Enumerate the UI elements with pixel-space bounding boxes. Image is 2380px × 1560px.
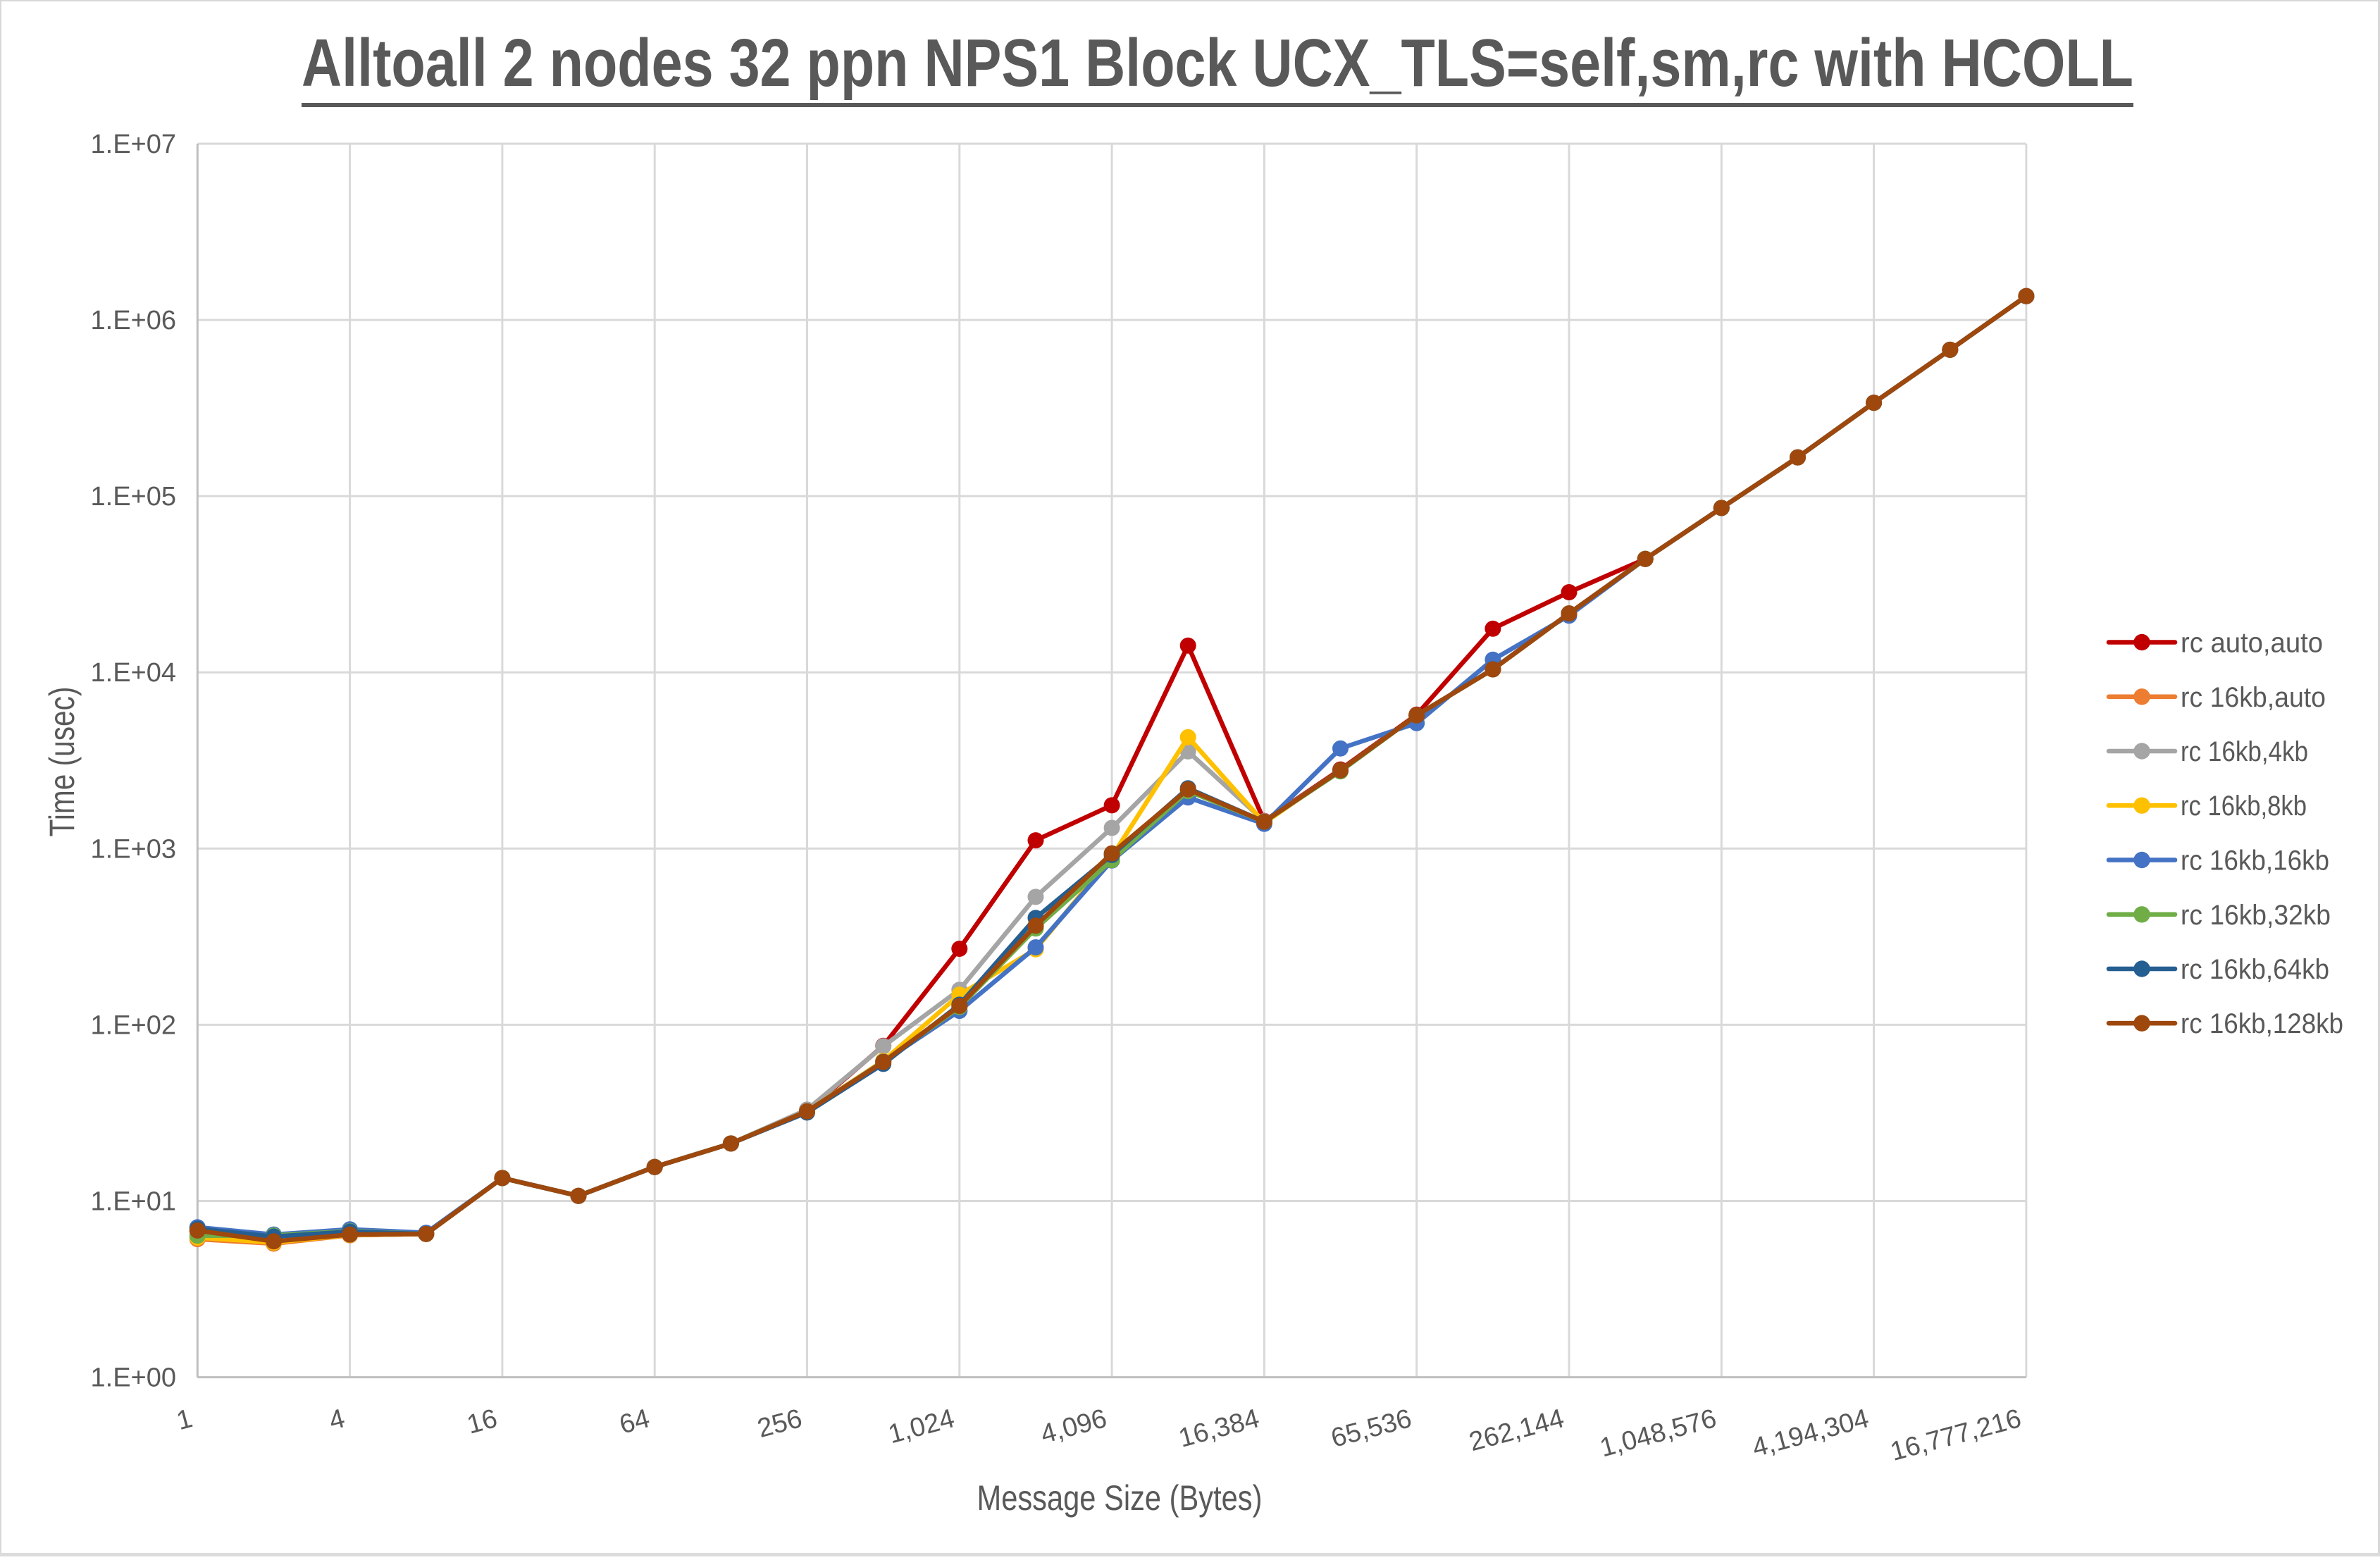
svg-text:rc 16kb,16kb: rc 16kb,16kb [2181,846,2329,877]
svg-text:Message Size (Bytes): Message Size (Bytes) [977,1478,1263,1518]
svg-text:1.E+00: 1.E+00 [91,1363,177,1393]
svg-text:rc 16kb,128kb: rc 16kb,128kb [2181,1008,2343,1039]
svg-text:rc 16kb,8kb: rc 16kb,8kb [2181,791,2307,822]
svg-text:1.E+04: 1.E+04 [91,658,177,688]
svg-text:rc 16kb,32kb: rc 16kb,32kb [2181,900,2331,931]
svg-text:rc 16kb,64kb: rc 16kb,64kb [2181,954,2329,985]
svg-text:rc 16kb,4kb: rc 16kb,4kb [2181,736,2308,767]
svg-text:1.E+02: 1.E+02 [91,1010,177,1040]
svg-text:1.E+05: 1.E+05 [91,482,177,512]
svg-text:Time (usec): Time (usec) [42,687,82,837]
svg-text:1.E+01: 1.E+01 [91,1187,177,1217]
svg-text:Alltoall 2 nodes 32 ppn NPS1 B: Alltoall 2 nodes 32 ppn NPS1 Block UCX_T… [302,25,2133,101]
svg-text:rc auto,auto: rc auto,auto [2181,628,2323,659]
svg-text:rc 16kb,auto: rc 16kb,auto [2181,682,2326,713]
svg-text:1.E+03: 1.E+03 [91,834,177,864]
svg-text:1.E+07: 1.E+07 [91,130,177,159]
svg-text:1.E+06: 1.E+06 [91,306,177,335]
